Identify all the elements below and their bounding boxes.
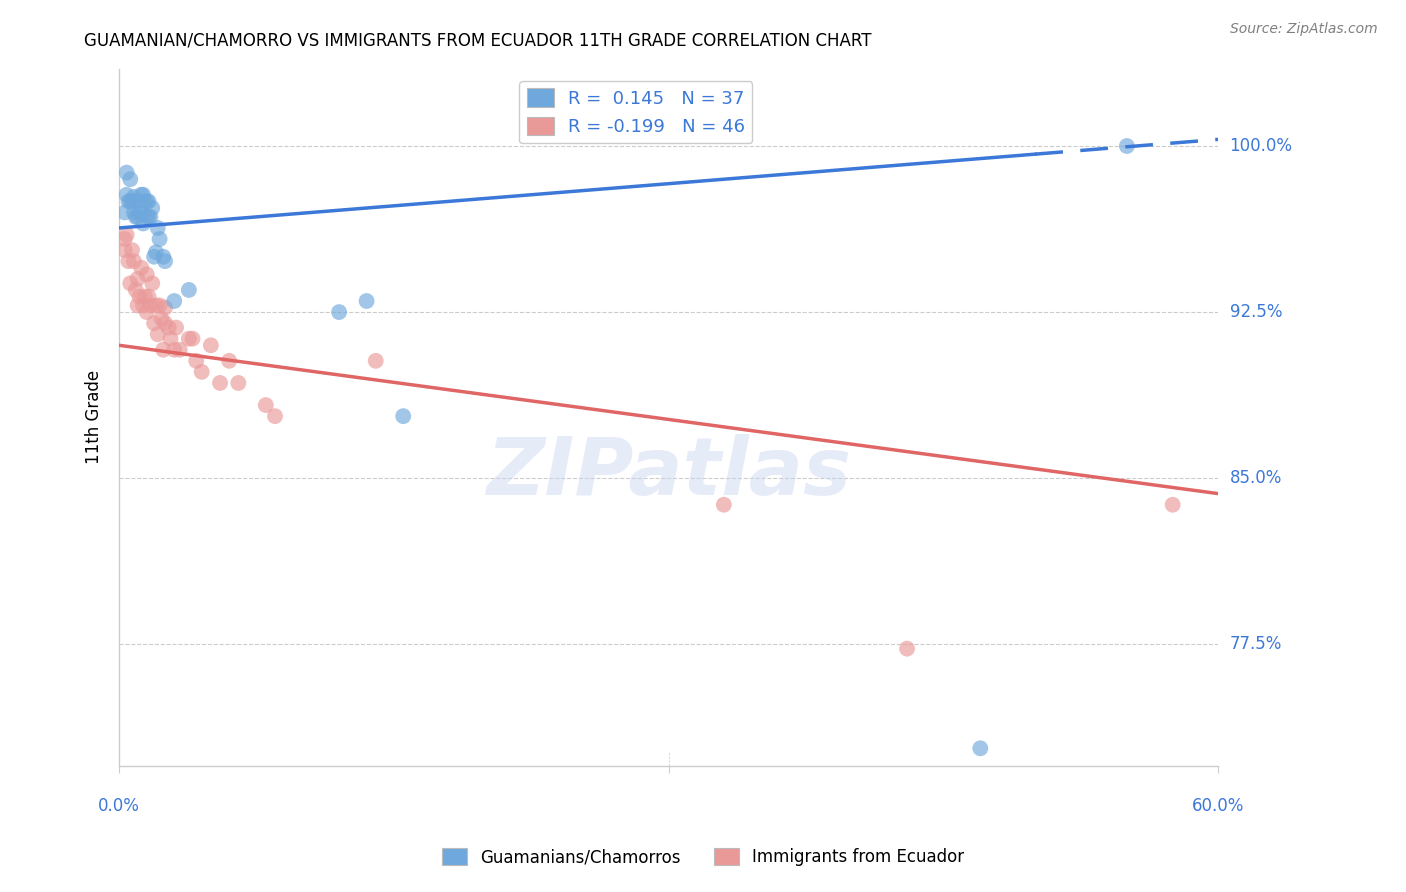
Point [129, 205, 152, 219]
Point [153, 254, 176, 268]
Point [150, 311, 173, 326]
Point [139, 298, 162, 312]
Point [138, 289, 160, 303]
Text: 0.0%: 0.0% [98, 797, 141, 814]
Point [177, 283, 200, 297]
Point [157, 320, 180, 334]
Point [138, 194, 160, 209]
Point [143, 250, 166, 264]
Point [135, 210, 157, 224]
Point [152, 343, 174, 357]
Point [132, 298, 155, 312]
Point [177, 332, 200, 346]
Point [127, 272, 149, 286]
Point [969, 741, 991, 756]
Point [200, 338, 222, 352]
Text: 92.5%: 92.5% [1230, 303, 1282, 321]
Point [114, 243, 136, 257]
Point [122, 205, 145, 219]
Point [228, 376, 250, 390]
Point [114, 232, 136, 246]
Point [129, 260, 152, 275]
Point [115, 227, 138, 242]
Point [190, 365, 212, 379]
Point [125, 283, 148, 297]
Point [115, 187, 138, 202]
Point [264, 409, 287, 424]
Point [218, 353, 240, 368]
Point [120, 172, 142, 186]
Point [169, 343, 191, 357]
Point [132, 217, 155, 231]
Point [143, 316, 166, 330]
Point [1161, 498, 1184, 512]
Point [128, 289, 150, 303]
Point [254, 398, 277, 412]
Point [127, 194, 149, 209]
Point [186, 353, 208, 368]
Point [356, 293, 378, 308]
Y-axis label: 11th Grade: 11th Grade [86, 370, 103, 465]
Point [713, 498, 735, 512]
Point [114, 205, 136, 219]
Point [134, 194, 156, 209]
Point [145, 245, 167, 260]
Point [163, 293, 186, 308]
Text: 85.0%: 85.0% [1230, 469, 1282, 487]
Legend: R =  0.145   N = 37, R = -0.199   N = 46: R = 0.145 N = 37, R = -0.199 N = 46 [519, 81, 752, 144]
Point [208, 376, 231, 390]
Point [117, 194, 139, 209]
Point [165, 320, 187, 334]
Point [139, 210, 162, 224]
Text: Source: ZipAtlas.com: Source: ZipAtlas.com [1230, 22, 1378, 37]
Point [135, 268, 157, 282]
Point [145, 298, 167, 312]
Point [127, 210, 149, 224]
Point [392, 409, 415, 424]
Point [1115, 139, 1137, 153]
Point [127, 298, 149, 312]
Text: ZIPatlas: ZIPatlas [486, 434, 852, 512]
Text: 60.0%: 60.0% [1192, 797, 1244, 814]
Point [122, 254, 145, 268]
Point [121, 243, 143, 257]
Point [181, 332, 204, 346]
Point [134, 289, 156, 303]
Legend: Guamanians/Chamorros, Immigrants from Ecuador: Guamanians/Chamorros, Immigrants from Ec… [434, 841, 972, 873]
Point [120, 194, 142, 209]
Point [132, 187, 155, 202]
Point [135, 194, 157, 209]
Point [141, 277, 163, 291]
Point [115, 165, 138, 179]
Point [148, 298, 170, 312]
Point [152, 250, 174, 264]
Point [328, 305, 350, 319]
Point [141, 201, 163, 215]
Point [146, 221, 169, 235]
Point [122, 190, 145, 204]
Text: 100.0%: 100.0% [1230, 137, 1292, 155]
Point [129, 187, 152, 202]
Point [125, 210, 148, 224]
Point [896, 641, 918, 656]
Point [128, 205, 150, 219]
Point [121, 194, 143, 209]
Text: 77.5%: 77.5% [1230, 635, 1282, 653]
Text: GUAMANIAN/CHAMORRO VS IMMIGRANTS FROM ECUADOR 11TH GRADE CORRELATION CHART: GUAMANIAN/CHAMORRO VS IMMIGRANTS FROM EC… [84, 31, 872, 49]
Point [148, 232, 170, 246]
Point [120, 277, 142, 291]
Point [146, 327, 169, 342]
Point [163, 343, 186, 357]
Point [153, 316, 176, 330]
Point [135, 305, 157, 319]
Point [159, 332, 181, 346]
Point [117, 254, 139, 268]
Point [364, 353, 387, 368]
Point [138, 210, 160, 224]
Point [153, 301, 176, 315]
